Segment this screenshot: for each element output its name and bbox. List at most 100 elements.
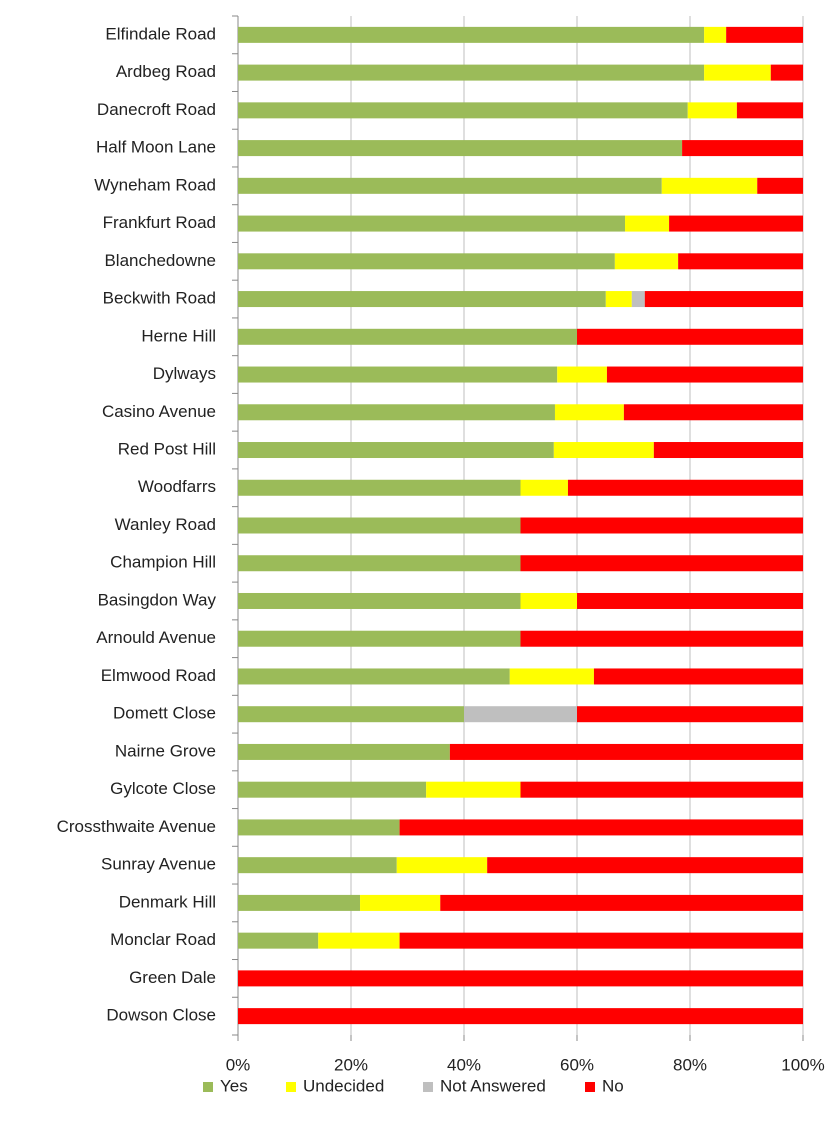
y-tick-label: Frankfurt Road bbox=[103, 213, 216, 232]
bar-segment bbox=[567, 479, 803, 496]
y-tick-label: Dowson Close bbox=[106, 1006, 216, 1025]
bar-segment bbox=[557, 366, 607, 383]
bar-segment bbox=[238, 668, 510, 685]
bar-segment bbox=[360, 894, 441, 911]
y-tick-label: Beckwith Road bbox=[103, 289, 216, 308]
y-tick-label: Monclar Road bbox=[110, 930, 216, 949]
bar-segment bbox=[238, 517, 521, 534]
bar-segment bbox=[238, 932, 319, 949]
bar-segment bbox=[520, 517, 803, 534]
bar-segment bbox=[238, 894, 361, 911]
y-tick-label: Elmwood Road bbox=[101, 666, 216, 685]
legend-swatch bbox=[423, 1082, 433, 1092]
x-tick-label: 60% bbox=[560, 1055, 594, 1074]
legend-label: No bbox=[602, 1076, 624, 1095]
y-tick-label: Sunray Avenue bbox=[101, 855, 216, 874]
legend-swatch bbox=[203, 1082, 213, 1092]
bar-segment bbox=[238, 102, 688, 119]
bar-segment bbox=[238, 64, 705, 81]
y-tick-label: Casino Avenue bbox=[102, 402, 216, 421]
bar-segment bbox=[687, 102, 737, 119]
bar-segment bbox=[644, 291, 803, 308]
bar-segment bbox=[396, 857, 488, 874]
bar-segment bbox=[757, 177, 803, 194]
x-tick-label: 0% bbox=[226, 1055, 251, 1074]
bar-segment bbox=[554, 404, 624, 421]
y-tick-label: Dylways bbox=[153, 364, 216, 383]
bar-segment bbox=[399, 819, 803, 836]
bar-segment bbox=[238, 253, 615, 270]
x-tick-label: 20% bbox=[334, 1055, 368, 1074]
legend-label: Undecided bbox=[303, 1076, 384, 1095]
x-tick-label: 80% bbox=[673, 1055, 707, 1074]
y-tick-label: Arnould Avenue bbox=[96, 628, 216, 647]
y-tick-label: Nairne Grove bbox=[115, 741, 216, 760]
bar-segment bbox=[238, 819, 400, 836]
y-tick-label: Champion Hill bbox=[110, 553, 216, 572]
bar-segment bbox=[577, 706, 803, 723]
y-tick-label: Blanchedowne bbox=[104, 251, 216, 270]
y-tick-label: Herne Hill bbox=[141, 326, 216, 345]
bar-segment bbox=[449, 743, 803, 760]
x-tick-label: 100% bbox=[781, 1055, 824, 1074]
legend-swatch bbox=[286, 1082, 296, 1092]
bar-segment bbox=[399, 932, 803, 949]
legend-swatch bbox=[585, 1082, 595, 1092]
bar-segment bbox=[520, 592, 577, 609]
bar-segment bbox=[661, 177, 758, 194]
bar-segment bbox=[238, 442, 554, 459]
bar-segment bbox=[678, 253, 803, 270]
bar-segment bbox=[770, 64, 803, 81]
bar-segment bbox=[593, 668, 803, 685]
bar-segment bbox=[440, 894, 803, 911]
bar-segment bbox=[520, 781, 803, 798]
bar-segment bbox=[631, 291, 645, 308]
bar-segment bbox=[623, 404, 803, 421]
bar-segment bbox=[577, 328, 803, 345]
y-tick-label: Domett Close bbox=[113, 704, 216, 723]
bar-segment bbox=[238, 857, 397, 874]
bar-segment bbox=[704, 26, 727, 43]
x-tick-label: 40% bbox=[447, 1055, 481, 1074]
bar-segment bbox=[238, 970, 803, 987]
bar-segment bbox=[238, 215, 626, 232]
bar-segment bbox=[238, 404, 555, 421]
bar-segment bbox=[238, 140, 683, 157]
bar-segment bbox=[605, 291, 632, 308]
y-tick-label: Green Dale bbox=[129, 968, 216, 987]
bar-segment bbox=[238, 291, 606, 308]
bar-segment bbox=[426, 781, 521, 798]
bar-segment bbox=[238, 26, 705, 43]
y-tick-label: Red Post Hill bbox=[118, 440, 216, 459]
y-tick-label: Woodfarrs bbox=[138, 477, 216, 496]
bar-segment bbox=[736, 102, 803, 119]
bar-segment bbox=[520, 555, 803, 572]
bar-segment bbox=[704, 64, 771, 81]
bar-segment bbox=[464, 706, 577, 723]
bar-segment bbox=[238, 328, 577, 345]
bar-segment bbox=[318, 932, 400, 949]
bar-segment bbox=[614, 253, 679, 270]
bar-segment bbox=[682, 140, 803, 157]
y-tick-label: Wanley Road bbox=[115, 515, 216, 534]
legend-label: Yes bbox=[220, 1076, 248, 1095]
bar-segment bbox=[553, 442, 654, 459]
y-tick-label: Basingdon Way bbox=[98, 590, 217, 609]
bar-segment bbox=[238, 1008, 803, 1025]
bar-segment bbox=[520, 630, 803, 647]
bar-segment bbox=[238, 592, 521, 609]
y-tick-label: Danecroft Road bbox=[97, 100, 216, 119]
y-tick-label: Wyneham Road bbox=[94, 175, 216, 194]
bar-segment bbox=[577, 592, 803, 609]
bar-segment bbox=[487, 857, 803, 874]
bar-segment bbox=[238, 630, 521, 647]
bar-segment bbox=[653, 442, 803, 459]
bar-segment bbox=[238, 781, 427, 798]
y-tick-label: Elfindale Road bbox=[105, 24, 216, 43]
bar-segment bbox=[726, 26, 803, 43]
bar-segment bbox=[238, 479, 521, 496]
y-tick-label: Half Moon Lane bbox=[96, 138, 216, 157]
bar-segment bbox=[669, 215, 803, 232]
y-tick-label: Gylcote Close bbox=[110, 779, 216, 798]
